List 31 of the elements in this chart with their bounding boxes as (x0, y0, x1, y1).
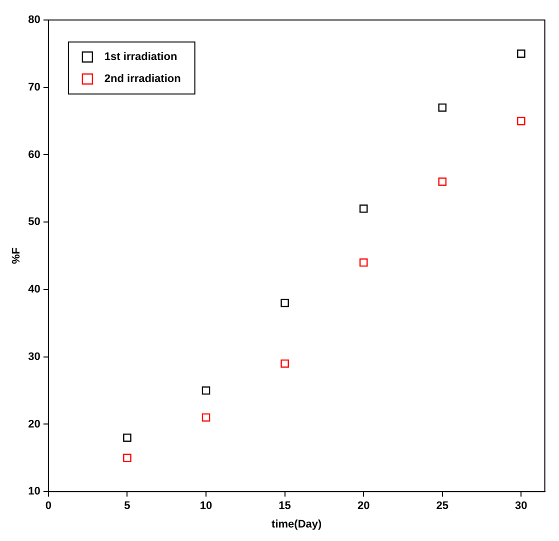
legend-label: 2nd irradiation (104, 73, 182, 86)
point (438, 103, 447, 112)
legend-label: 1st irradiation (104, 51, 178, 64)
y-axis-title: %F (10, 247, 23, 264)
point (280, 298, 289, 308)
point (123, 434, 132, 442)
x-tick-label: 15 (278, 500, 291, 512)
x-tick-label: 30 (515, 500, 528, 512)
y-tick-label: 10 (28, 486, 40, 498)
y-tick-label: 50 (28, 216, 40, 228)
y-tick-label: 30 (28, 350, 40, 363)
x-tick-label: 0 (45, 500, 52, 512)
point (202, 413, 210, 422)
x-tick-label: 20 (357, 500, 370, 512)
point (517, 116, 526, 126)
point (438, 178, 447, 186)
point (359, 258, 368, 267)
y-tick-label: 70 (28, 81, 40, 94)
point (517, 50, 526, 58)
y-tick-label: 80 (28, 14, 40, 26)
y-tick-label: 20 (28, 418, 40, 430)
y-tick-label: 60 (28, 148, 40, 161)
x-tick-label: 25 (436, 500, 448, 512)
x-tick-label: 5 (124, 500, 130, 512)
point (359, 204, 368, 213)
point (123, 454, 132, 462)
point (280, 359, 289, 368)
x-tick-label: 10 (200, 500, 212, 512)
point (202, 386, 210, 395)
y-tick-label: 40 (28, 284, 40, 296)
x-axis-title: time(Day) (272, 518, 322, 530)
